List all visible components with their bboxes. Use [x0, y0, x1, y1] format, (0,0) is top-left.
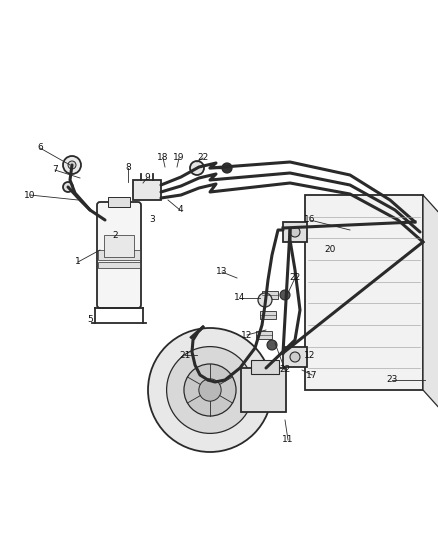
Text: 2: 2	[112, 230, 118, 239]
Circle shape	[63, 182, 73, 192]
Text: 9: 9	[144, 174, 150, 182]
Circle shape	[166, 346, 254, 433]
Bar	[305, 195, 423, 390]
Circle shape	[184, 364, 236, 416]
Text: 12: 12	[304, 351, 316, 359]
Text: 21: 21	[179, 351, 191, 359]
Bar	[283, 347, 307, 367]
Circle shape	[148, 328, 272, 452]
Circle shape	[290, 227, 300, 237]
Bar	[98, 250, 140, 260]
Circle shape	[267, 340, 277, 350]
Text: 12: 12	[241, 330, 253, 340]
Text: 8: 8	[125, 164, 131, 173]
Text: 22: 22	[198, 154, 208, 163]
Circle shape	[290, 352, 300, 362]
Text: 22: 22	[290, 273, 300, 282]
Text: 3: 3	[149, 215, 155, 224]
Text: 4: 4	[177, 206, 183, 214]
Text: 7: 7	[52, 166, 58, 174]
Text: 11: 11	[282, 435, 294, 445]
Text: 5: 5	[87, 316, 93, 325]
Circle shape	[199, 379, 221, 401]
Bar	[256, 331, 272, 339]
Circle shape	[258, 293, 272, 307]
Circle shape	[190, 161, 204, 175]
FancyBboxPatch shape	[97, 202, 141, 308]
Text: 10: 10	[24, 190, 36, 199]
Bar	[262, 291, 278, 299]
Bar	[104, 235, 134, 257]
Text: 18: 18	[157, 154, 169, 163]
Bar	[98, 262, 140, 268]
Bar	[133, 180, 161, 200]
Circle shape	[63, 156, 81, 174]
Bar	[108, 197, 130, 207]
Circle shape	[222, 163, 232, 173]
Bar	[251, 360, 279, 374]
Text: 20: 20	[324, 246, 336, 254]
Bar	[283, 222, 307, 242]
Text: 16: 16	[304, 215, 316, 224]
Bar	[260, 311, 276, 319]
Circle shape	[68, 161, 76, 169]
Text: 1: 1	[75, 257, 81, 266]
Text: 6: 6	[37, 143, 43, 152]
Bar	[241, 368, 286, 412]
Text: 13: 13	[216, 268, 228, 277]
Text: 19: 19	[173, 154, 185, 163]
Text: 17: 17	[306, 370, 318, 379]
Text: 23: 23	[386, 376, 398, 384]
Polygon shape	[423, 195, 438, 410]
Circle shape	[280, 290, 290, 300]
Text: 22: 22	[279, 366, 291, 375]
Text: 14: 14	[234, 294, 246, 303]
